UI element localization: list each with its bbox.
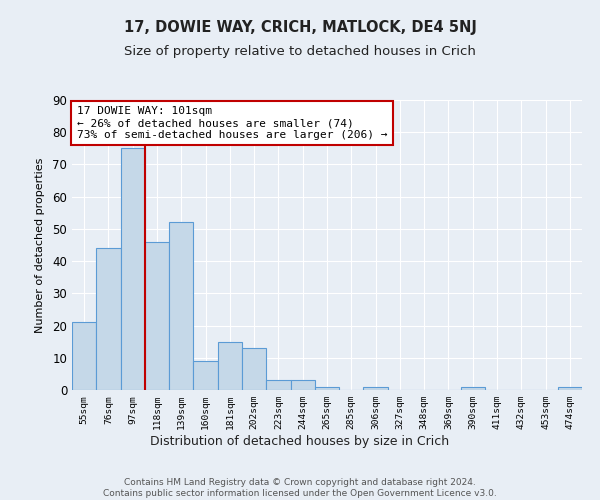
- Bar: [266, 380, 290, 390]
- Text: Contains HM Land Registry data © Crown copyright and database right 2024.
Contai: Contains HM Land Registry data © Crown c…: [103, 478, 497, 498]
- Bar: [558, 387, 582, 390]
- Bar: [169, 222, 193, 390]
- Bar: [218, 342, 242, 390]
- Text: Distribution of detached houses by size in Crich: Distribution of detached houses by size …: [151, 435, 449, 448]
- Text: 17, DOWIE WAY, CRICH, MATLOCK, DE4 5NJ: 17, DOWIE WAY, CRICH, MATLOCK, DE4 5NJ: [124, 20, 476, 35]
- Text: Size of property relative to detached houses in Crich: Size of property relative to detached ho…: [124, 45, 476, 58]
- Bar: [72, 322, 96, 390]
- Y-axis label: Number of detached properties: Number of detached properties: [35, 158, 46, 332]
- Bar: [96, 248, 121, 390]
- Bar: [461, 387, 485, 390]
- Bar: [242, 348, 266, 390]
- Text: 17 DOWIE WAY: 101sqm
← 26% of detached houses are smaller (74)
73% of semi-detac: 17 DOWIE WAY: 101sqm ← 26% of detached h…: [77, 106, 388, 140]
- Bar: [315, 387, 339, 390]
- Bar: [193, 361, 218, 390]
- Bar: [364, 387, 388, 390]
- Bar: [145, 242, 169, 390]
- Bar: [121, 148, 145, 390]
- Bar: [290, 380, 315, 390]
